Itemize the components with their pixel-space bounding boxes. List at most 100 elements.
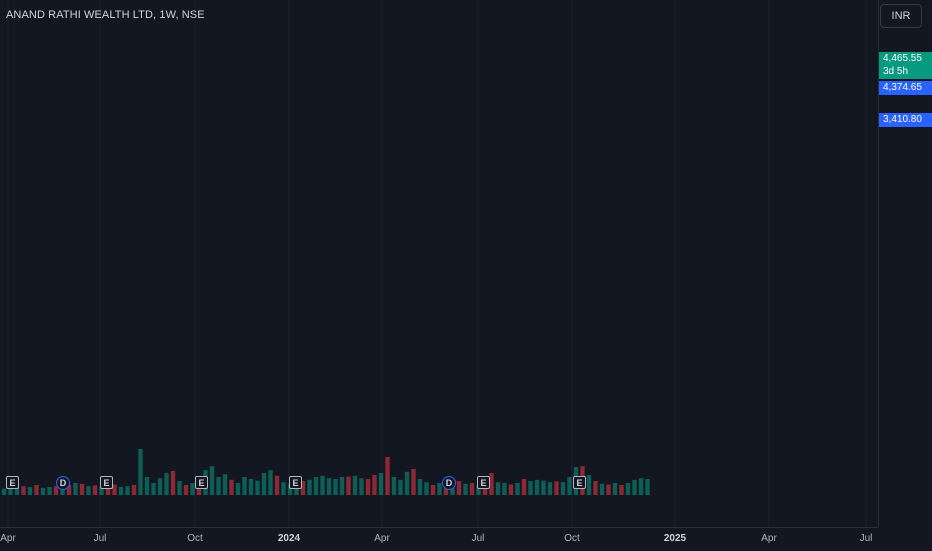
- volume-bar: [554, 481, 559, 495]
- volume-bar: [547, 482, 553, 495]
- last-price-tag: 4,465.55: [879, 52, 932, 66]
- volume-bar: [99, 487, 104, 495]
- volume-bar: [365, 479, 371, 495]
- earnings-marker[interactable]: E: [477, 476, 490, 489]
- volume-bar: [1, 488, 7, 495]
- earnings-marker[interactable]: E: [289, 476, 302, 489]
- volume-bar: [359, 478, 364, 495]
- volume-bar: [606, 484, 611, 495]
- volume-bar: [411, 469, 416, 495]
- volume-bar: [300, 481, 306, 495]
- volume-bar: [118, 487, 124, 495]
- volume-bar: [398, 479, 403, 495]
- volume-bar: [593, 481, 598, 495]
- volume-bar: [521, 479, 527, 495]
- price-axis[interactable]: 4,800.003,050.002,650.002,250.001,950.00…: [878, 0, 932, 527]
- volume-bar: [79, 483, 85, 495]
- volume-bar: [229, 479, 234, 495]
- volume-bar: [528, 481, 533, 495]
- volume-bar: [14, 487, 20, 495]
- volume-bar: [404, 471, 410, 495]
- volume-bar: [320, 475, 325, 495]
- time-tick-label: Jul: [471, 533, 485, 544]
- time-tick-label: 2024: [277, 533, 301, 544]
- volume-bar: [235, 483, 241, 495]
- volume-bar: [255, 480, 260, 495]
- earnings-marker[interactable]: E: [573, 476, 586, 489]
- volume-bar: [216, 477, 221, 495]
- earnings-marker[interactable]: E: [6, 476, 19, 489]
- dividend-marker[interactable]: D: [56, 476, 70, 490]
- time-tick-label: Oct: [564, 533, 580, 544]
- time-tick-label: Apr: [374, 533, 390, 544]
- volume-bar: [508, 484, 514, 495]
- volume-bar: [437, 483, 442, 495]
- symbol-legend[interactable]: ANAND RATHI WEALTH LTD, 1W, NSE: [6, 9, 205, 21]
- volume-bar: [469, 483, 475, 495]
- volume-bar: [645, 479, 650, 495]
- volume-bar: [112, 484, 117, 495]
- volume-bar: [222, 474, 228, 495]
- volume-bar: [619, 485, 624, 495]
- volume-bar: [248, 479, 254, 495]
- volume-bar: [482, 484, 488, 495]
- volume-bar: [47, 487, 52, 495]
- dividend-marker[interactable]: D: [442, 476, 456, 490]
- volume-bar: [34, 485, 39, 495]
- volume-bar: [378, 473, 384, 495]
- volume-bar: [274, 475, 280, 495]
- horizontal-line-tag: 3,410.80: [879, 113, 932, 127]
- volume-bar: [489, 473, 494, 495]
- volume-bar: [164, 473, 169, 495]
- volume-bar: [333, 479, 338, 495]
- volume-bar: [385, 457, 390, 495]
- volume-bar: [313, 477, 319, 495]
- volume-bar: [73, 483, 78, 495]
- volume-bar: [21, 486, 26, 495]
- volume-bar: [138, 449, 143, 495]
- volume-bar: [443, 486, 449, 495]
- candlestick-chart[interactable]: [0, 0, 878, 527]
- volume-bar: [515, 483, 520, 495]
- volume-bar: [144, 477, 150, 495]
- volume-bar: [326, 478, 332, 495]
- volume-bar: [586, 475, 592, 495]
- volume-bar: [27, 487, 33, 495]
- volume-bar: [638, 478, 644, 495]
- volume-bar: [151, 483, 156, 495]
- volume-bar: [430, 485, 436, 495]
- volume-bar: [632, 479, 637, 495]
- time-tick-label: Oct: [187, 533, 203, 544]
- volume-bar: [372, 475, 377, 495]
- volume-bar: [157, 478, 163, 495]
- time-tick-label: Apr: [0, 533, 16, 544]
- volume-bar: [281, 482, 286, 495]
- time-tick-label: 2025: [663, 533, 687, 544]
- volume-bar: [463, 483, 468, 495]
- volume-bar: [105, 487, 111, 495]
- volume-bar: [612, 483, 618, 495]
- moving-average-tag: 4,374.65: [879, 81, 932, 95]
- chart-pane[interactable]: ANAND RATHI WEALTH LTD, 1W, NSE E D E E E D E E: [0, 0, 879, 527]
- currency-button[interactable]: INR: [880, 4, 922, 28]
- volume-bar: [66, 485, 72, 495]
- time-tick-label: Jul: [859, 533, 873, 544]
- volume-bar: [170, 471, 176, 495]
- volume-bar: [40, 487, 46, 495]
- earnings-marker[interactable]: E: [195, 476, 208, 489]
- volume-bar: [560, 482, 566, 495]
- time-axis[interactable]: Apr Jul Oct 2024 Apr Jul Oct 2025 Apr Jul: [0, 527, 878, 551]
- volume-bar: [287, 483, 293, 495]
- volume-bar: [131, 485, 137, 495]
- volume-bar: [450, 483, 455, 495]
- volume-bar: [307, 479, 312, 495]
- volume-bar: [599, 483, 605, 495]
- volume-bar: [541, 480, 546, 495]
- volume-bar: [183, 485, 189, 495]
- volume-bar: [417, 479, 423, 495]
- volume-bar: [424, 482, 429, 495]
- volume-bar: [209, 466, 215, 495]
- time-tick-label: Apr: [761, 533, 777, 544]
- earnings-marker[interactable]: E: [100, 476, 113, 489]
- volume-bar: [476, 486, 481, 495]
